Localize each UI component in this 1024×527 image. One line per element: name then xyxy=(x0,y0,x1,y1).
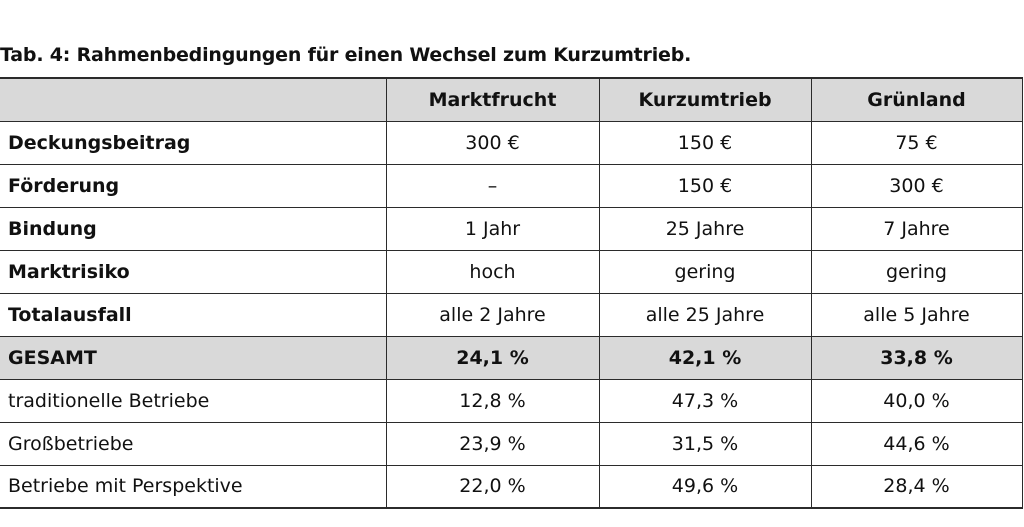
column-header-empty xyxy=(0,77,387,122)
table-row-marktrisiko: Marktrisiko hoch gering gering xyxy=(0,249,1023,294)
cell-kurzumtrieb: gering xyxy=(598,249,812,294)
row-label: traditionelle Betriebe xyxy=(0,378,387,423)
table-row-traditionelle-betriebe: traditionelle Betriebe 12,8 % 47,3 % 40,… xyxy=(0,378,1023,423)
cell-marktfrucht: 1 Jahr xyxy=(385,206,600,251)
cell-marktfrucht: – xyxy=(385,163,600,208)
cell-kurzumtrieb: 31,5 % xyxy=(598,421,812,466)
table-caption: Tab. 4: Rahmenbedingungen für einen Wech… xyxy=(0,44,692,66)
cell-kurzumtrieb: 49,6 % xyxy=(598,464,812,509)
cell-gruenland: 33,8 % xyxy=(810,335,1023,380)
cell-gruenland: gering xyxy=(810,249,1023,294)
table-row-grossbetriebe: Großbetriebe 23,9 % 31,5 % 44,6 % xyxy=(0,421,1023,466)
cell-kurzumtrieb: 42,1 % xyxy=(598,335,812,380)
table-row-foerderung: Förderung – 150 € 300 € xyxy=(0,163,1023,208)
cell-kurzumtrieb: alle 25 Jahre xyxy=(598,292,812,337)
cell-marktfrucht: hoch xyxy=(385,249,600,294)
cell-marktfrucht: 24,1 % xyxy=(385,335,600,380)
cell-gruenland: 300 € xyxy=(810,163,1023,208)
table-row-totalausfall: Totalausfall alle 2 Jahre alle 25 Jahre … xyxy=(0,292,1023,337)
row-label: Deckungsbeitrag xyxy=(0,120,387,165)
cell-kurzumtrieb: 25 Jahre xyxy=(598,206,812,251)
row-label: Bindung xyxy=(0,206,387,251)
cell-marktfrucht: alle 2 Jahre xyxy=(385,292,600,337)
cell-marktfrucht: 22,0 % xyxy=(385,464,600,509)
cell-gruenland: 7 Jahre xyxy=(810,206,1023,251)
conditions-table: Marktfrucht Kurzumtrieb Grünland Deckung… xyxy=(0,77,1023,509)
cell-gruenland: 75 € xyxy=(810,120,1023,165)
cell-marktfrucht: 23,9 % xyxy=(385,421,600,466)
column-header-kurzumtrieb: Kurzumtrieb xyxy=(598,77,812,122)
cell-gruenland: alle 5 Jahre xyxy=(810,292,1023,337)
table-row-betriebe-mit-perspektive: Betriebe mit Perspektive 22,0 % 49,6 % 2… xyxy=(0,464,1023,509)
cell-gruenland: 44,6 % xyxy=(810,421,1023,466)
row-label: Großbetriebe xyxy=(0,421,387,466)
cell-gruenland: 28,4 % xyxy=(810,464,1023,509)
cell-kurzumtrieb: 150 € xyxy=(598,163,812,208)
row-label: Totalausfall xyxy=(0,292,387,337)
row-label: Marktrisiko xyxy=(0,249,387,294)
table-row-bindung: Bindung 1 Jahr 25 Jahre 7 Jahre xyxy=(0,206,1023,251)
table-header-row: Marktfrucht Kurzumtrieb Grünland xyxy=(0,77,1023,122)
column-header-marktfrucht: Marktfrucht xyxy=(385,77,600,122)
cell-gruenland: 40,0 % xyxy=(810,378,1023,423)
cell-marktfrucht: 300 € xyxy=(385,120,600,165)
row-label: Betriebe mit Perspektive xyxy=(0,464,387,509)
table-row-deckungsbeitrag: Deckungsbeitrag 300 € 150 € 75 € xyxy=(0,120,1023,165)
table-row-gesamt: GESAMT 24,1 % 42,1 % 33,8 % xyxy=(0,335,1023,380)
cell-marktfrucht: 12,8 % xyxy=(385,378,600,423)
row-label: GESAMT xyxy=(0,335,387,380)
row-label: Förderung xyxy=(0,163,387,208)
cell-kurzumtrieb: 150 € xyxy=(598,120,812,165)
cell-kurzumtrieb: 47,3 % xyxy=(598,378,812,423)
column-header-gruenland: Grünland xyxy=(810,77,1023,122)
